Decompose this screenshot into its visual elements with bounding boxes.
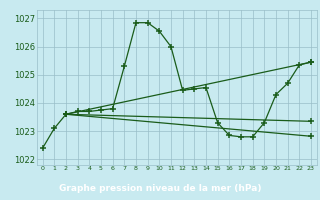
Text: Graphe pression niveau de la mer (hPa): Graphe pression niveau de la mer (hPa) [59,184,261,193]
